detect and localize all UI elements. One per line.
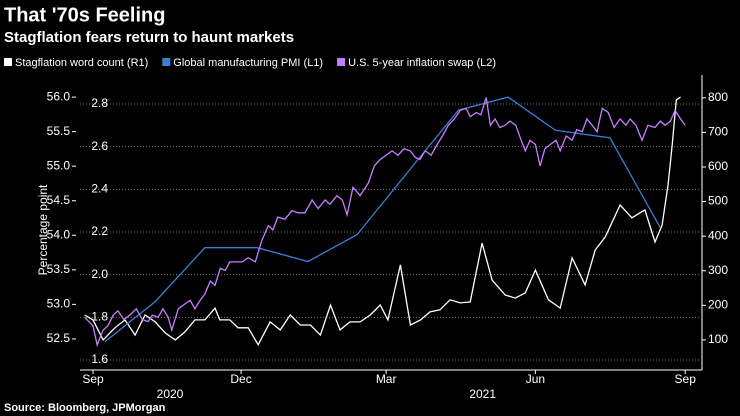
year-label: 2020 xyxy=(157,387,184,401)
series-line xyxy=(84,97,686,348)
y3-tick-label: 2.8 xyxy=(91,96,108,110)
y2-tick-label: 300 xyxy=(708,263,728,277)
y2-tick-label: 400 xyxy=(708,228,728,242)
y2-tick-label: 200 xyxy=(708,298,728,312)
x-tick-label: Jun xyxy=(526,372,545,386)
y2-tick-label: 800 xyxy=(708,90,728,104)
x-tick-label: Sep xyxy=(82,372,104,386)
y-tick-label: 56.0 xyxy=(47,89,71,103)
x-tick-label: Dec xyxy=(230,372,251,386)
y-tick-label: 53.5 xyxy=(47,262,71,276)
y3-tick-label: 1.8 xyxy=(91,309,108,323)
chart-title: That '70s Feeling xyxy=(4,4,165,26)
y2-tick-label: 100 xyxy=(708,332,728,346)
legend-label: Global manufacturing PMI (L1) xyxy=(173,57,323,69)
chart-subtitle: Stagflation fears return to haunt market… xyxy=(4,29,294,46)
year-label: 2021 xyxy=(469,387,496,401)
legend-swatch xyxy=(162,58,171,66)
y-tick-label: 55.0 xyxy=(47,158,71,172)
y2-tick-label: 500 xyxy=(708,194,728,208)
series-line xyxy=(104,96,661,343)
x-tick-label: Mar xyxy=(376,372,397,386)
x-tick-label: Sep xyxy=(675,372,697,386)
legend-swatch xyxy=(337,58,346,66)
legend-label: U.S. 5-year inflation swap (L2) xyxy=(348,57,496,69)
y-tick-label: 52.5 xyxy=(47,331,71,345)
y3-tick-label: 2.6 xyxy=(91,139,108,153)
y3-tick-label: 2.2 xyxy=(91,224,108,238)
y3-tick-label: 2.0 xyxy=(91,267,108,281)
legend-swatch xyxy=(4,58,12,66)
y3-tick-label: 1.6 xyxy=(91,352,108,366)
y-axis-title: Percentage point xyxy=(36,184,50,275)
legend-label: Stagflation word count (R1) xyxy=(15,57,148,69)
y2-tick-label: 600 xyxy=(708,159,728,173)
y-tick-label: 55.5 xyxy=(47,124,71,138)
source: Source: Bloomberg, JPMorgan xyxy=(4,402,166,414)
y2-tick-label: 700 xyxy=(708,125,728,139)
y-tick-label: 54.0 xyxy=(47,227,71,241)
y3-tick-label: 2.4 xyxy=(91,182,108,196)
y-tick-label: 54.5 xyxy=(47,193,71,207)
series-line xyxy=(84,96,681,347)
y-tick-label: 53.0 xyxy=(47,297,71,311)
